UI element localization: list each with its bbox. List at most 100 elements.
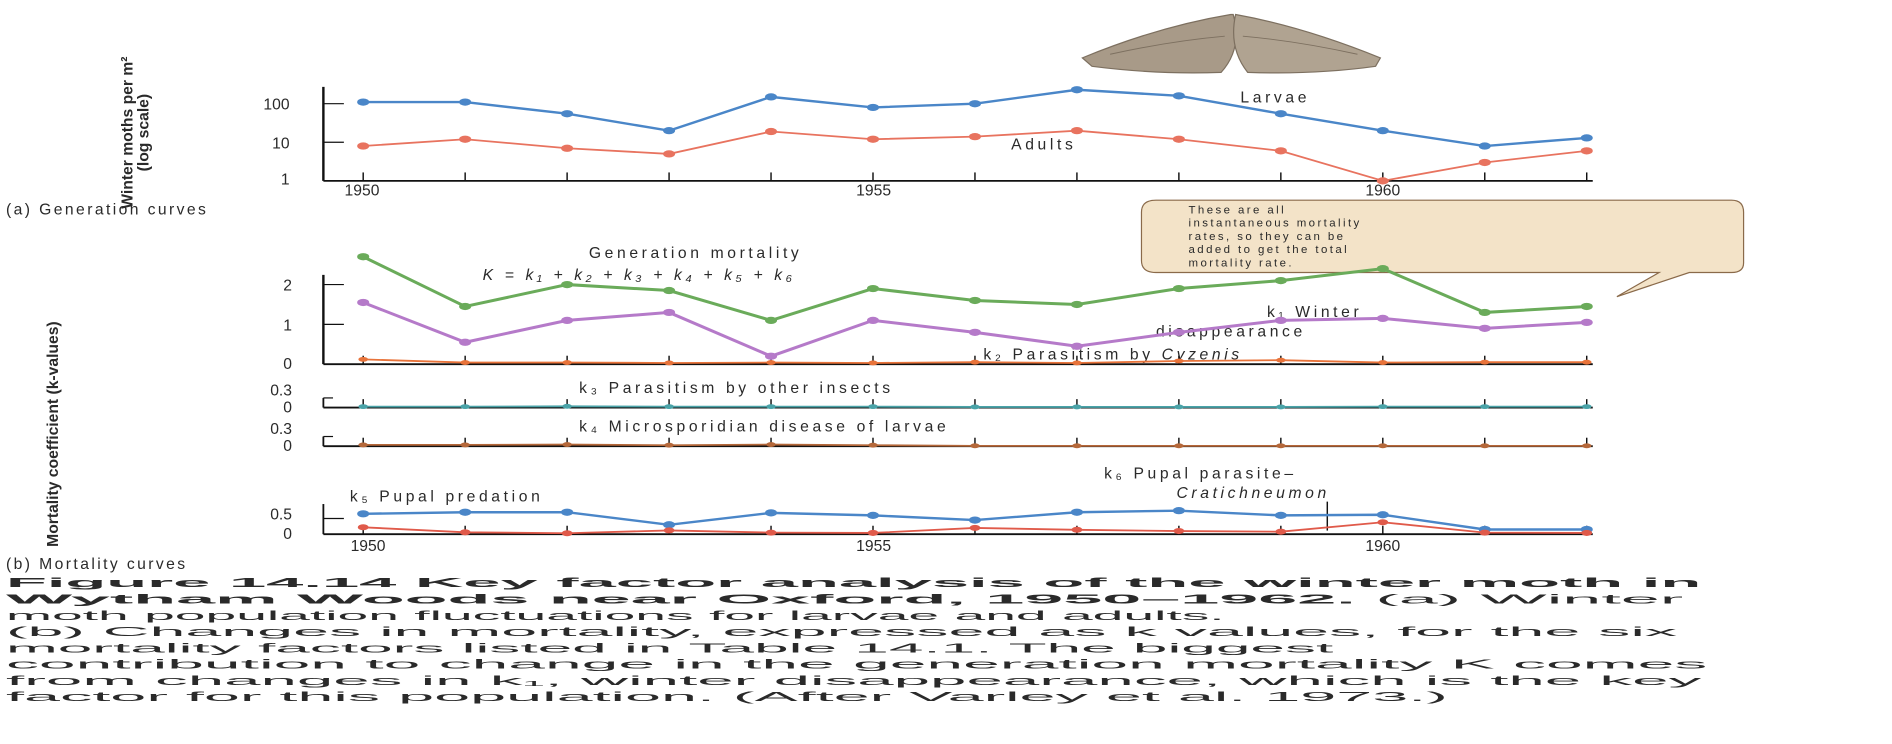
k2-point-1956	[970, 359, 980, 365]
larvae-point-1962	[1580, 134, 1593, 142]
k1-point-1957	[1070, 342, 1083, 350]
moth-illustration	[1081, 13, 1382, 74]
y-tick-1-b: 1	[283, 317, 292, 334]
k4-point-1958	[1174, 443, 1184, 449]
x-tick-1960-b: 1960	[1365, 538, 1400, 555]
k6-point-1951	[459, 529, 471, 536]
k4-point-1962	[1581, 443, 1592, 449]
callout-bubble: These are all instantaneous mortality ra…	[1140, 199, 1745, 298]
larvae-point-1961	[1478, 142, 1491, 150]
y-tick-10: 10	[272, 135, 290, 152]
y-tick-2: 2	[283, 278, 292, 295]
k2-point-1961	[1479, 359, 1490, 365]
k6-point-1955	[867, 529, 879, 536]
K-point-1958	[1172, 284, 1185, 293]
k4-point-1953	[664, 442, 674, 448]
adults-point-1959	[1274, 147, 1287, 155]
adults-point-1962	[1580, 147, 1593, 155]
k1-point-1958	[1172, 328, 1185, 336]
larvae-point-1951	[459, 98, 472, 106]
adults-point-1956	[968, 133, 981, 141]
k2-point-1953	[664, 360, 674, 366]
callout-line-5: mortality rate.	[1189, 257, 1295, 269]
k4-y-tick-0: 0	[283, 438, 292, 455]
adults-point-1952	[561, 144, 574, 152]
k6-point-1950	[357, 524, 369, 531]
larvae-point-1950	[357, 98, 370, 106]
k1-label-2: disappearance	[1156, 323, 1306, 340]
k3-point-1956	[970, 404, 980, 410]
y-axis-label-a: Winter moths per m²(log scale)	[120, 57, 153, 209]
adults-point-1955	[866, 135, 880, 143]
K-point-1951	[459, 302, 472, 311]
adults-point-1960	[1376, 177, 1389, 185]
k1-point-1952	[561, 316, 574, 325]
K-point-1952	[561, 280, 574, 289]
K-point-1954	[765, 316, 778, 325]
k6-point-1961	[1479, 529, 1491, 536]
k1-label: k₁ Winter	[1267, 304, 1362, 321]
larvae-point-1959	[1274, 110, 1287, 118]
k5-point-1955	[866, 511, 880, 519]
k5-point-1953	[663, 521, 676, 529]
x-tick-1955-b: 1955	[856, 538, 891, 555]
k3-point-1960	[1377, 404, 1388, 410]
k5-point-1954	[765, 509, 778, 517]
k2-point-1959	[1276, 357, 1286, 363]
k6-label-2: Cratichneumon	[1176, 485, 1329, 502]
series-label-adults: Adults	[1011, 137, 1076, 154]
K-point-1956	[968, 296, 981, 305]
k4-point-1956	[970, 443, 980, 449]
larvae-point-1952	[561, 110, 574, 118]
k3-y-tick-0.3: 0.3	[270, 383, 292, 400]
caption-line-4: (b) Changes in mortality, expressed as k…	[6, 624, 1679, 639]
adults-point-1958	[1172, 135, 1185, 143]
caption-line-7: from changes in k₁, winter disappearance…	[6, 673, 1703, 688]
k4-y-tick-0.3: 0.3	[270, 421, 292, 438]
k4-point-1951	[460, 442, 470, 448]
x-tick-1950-a: 1950	[345, 182, 380, 199]
k2-point-1960	[1377, 360, 1388, 365]
panel-label-a: (a) Generation curves	[6, 202, 208, 219]
k5-point-1952	[561, 508, 574, 516]
k2-point-1958	[1174, 358, 1184, 364]
larvae-point-1957	[1070, 86, 1083, 94]
k1-point-1961	[1478, 324, 1491, 332]
k2-point-1962	[1581, 359, 1592, 365]
callout-line-3: rates, so they can be	[1189, 231, 1346, 243]
K-point-1961	[1478, 308, 1491, 317]
K-point-1962	[1580, 302, 1593, 311]
k1-point-1954	[765, 352, 778, 360]
k1-point-1951	[459, 338, 472, 346]
k6-point-1957	[1071, 526, 1083, 533]
k3-point-1955	[868, 404, 878, 410]
k6-point-1953	[663, 527, 675, 534]
k3-point-1953	[664, 404, 674, 410]
callout-line-2: instantaneous mortality	[1189, 218, 1362, 230]
k3-label: k₃ Parasitism by other insects	[579, 380, 894, 397]
generation-mortality-label: Generation mortality	[589, 245, 803, 262]
K-point-1950	[357, 253, 370, 261]
k5-y-tick-0: 0	[283, 526, 292, 543]
k5-y-tick-0.5: 0.5	[270, 507, 292, 524]
k4-point-1954	[766, 442, 776, 448]
k1-point-1953	[663, 308, 676, 317]
k5-point-1951	[459, 508, 472, 516]
k6-label: k₆ Pupal parasite–	[1104, 466, 1297, 483]
k3-y-tick-0: 0	[283, 399, 292, 416]
k3-point-1958	[1174, 404, 1184, 410]
K-point-1959	[1274, 276, 1287, 285]
k5-point-1950	[357, 510, 370, 518]
caption-line-1: Figure 14.14 Key factor analysis of the …	[6, 575, 1701, 590]
mortality-panel: 2 1 0 Mortality coefficient (k-values) G…	[6, 245, 1593, 573]
k4-point-1960	[1377, 443, 1388, 449]
caption-line-3: moth population fluctuations for larvae …	[6, 608, 1225, 623]
k4-point-1950	[358, 442, 369, 448]
k1-point-1950	[357, 298, 370, 307]
k1-point-1956	[968, 328, 981, 336]
larvae-point-1953	[663, 127, 676, 135]
k4-label: k₄ Microsporidian disease of larvae	[579, 419, 949, 436]
adults-point-1953	[663, 150, 676, 158]
generation-mortality-formula: K = k₁ + k₂ + k₃ + k₄ + k₅ + k₆	[483, 267, 796, 284]
